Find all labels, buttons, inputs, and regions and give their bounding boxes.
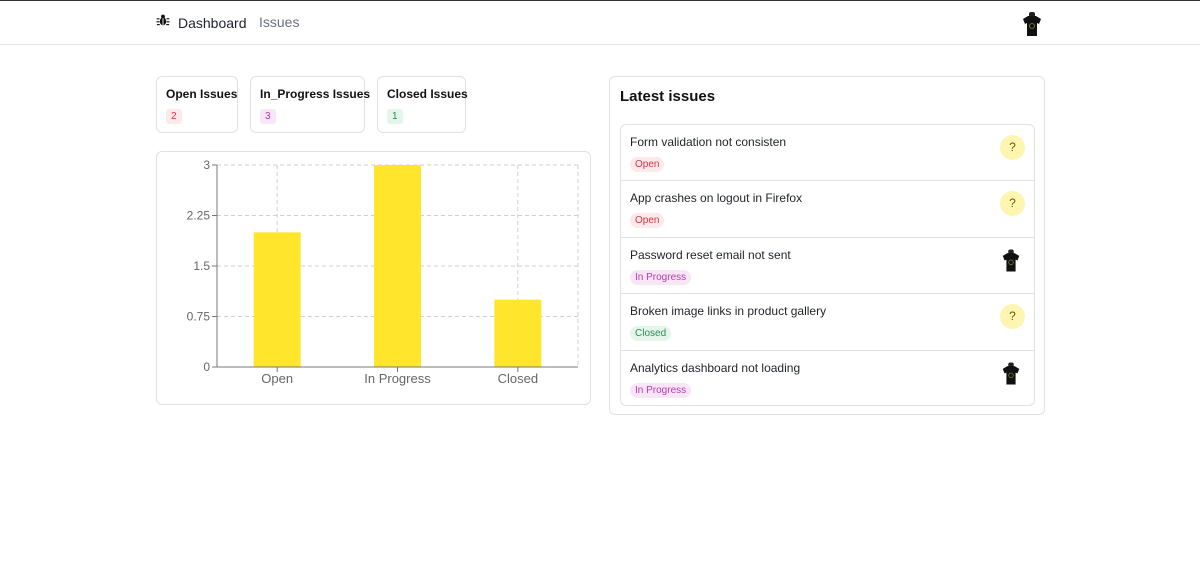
issue-row[interactable]: Broken image links in product gallery Cl… [621,294,1034,351]
x-tick-label: In Progress [364,371,431,386]
status-badge: Open [630,157,665,172]
issue-row[interactable]: Analytics dashboard not loading In Progr… [621,351,1034,405]
issue-title-link[interactable]: Form validation not consisten [630,135,787,149]
y-tick-label: 3 [203,158,210,172]
stat-title: In_Progress Issues [260,87,371,101]
issue-row[interactable]: App crashes on logout in Firefox Open ? [621,181,1034,238]
stat-card-in-progress[interactable]: In_Progress Issues 3 [250,76,371,133]
nav-dashboard-link[interactable]: Dashboard [178,14,247,31]
chart-bar [374,165,421,367]
x-tick-label: Closed [498,371,538,386]
top-navbar: Dashboard Issues [0,0,1200,45]
y-tick-label: 0 [203,360,210,374]
y-tick-label: 2.25 [187,209,211,223]
issue-row[interactable]: Form validation not consisten Open ? [621,125,1034,182]
status-badge: Closed [630,326,672,342]
issues-bar-chart: 0 0.75 1.5 2.25 3 Open In Progress Closed [156,151,591,405]
x-tick-label: Open [261,371,293,386]
user-avatar-icon[interactable] [1020,11,1044,37]
bug-icon [156,13,170,32]
assignee-avatar-icon [1000,248,1022,273]
issue-row[interactable]: Password reset email not sent In Progres… [621,238,1034,295]
stat-card-closed[interactable]: Closed Issues 1 [377,76,468,133]
issue-list: Form validation not consisten Open ? App… [620,124,1035,406]
stat-title: Closed Issues [387,87,468,101]
issue-title-link[interactable]: Broken image links in product gallery [630,304,827,319]
unassigned-avatar: ? [1000,135,1025,160]
y-tick-label: 1.5 [193,259,210,273]
status-badge: Open [630,213,665,229]
brand-link[interactable]: Dashboard [156,13,247,32]
chart-bar [253,232,301,367]
issue-title-link[interactable]: Password reset email not sent [630,247,791,262]
stat-count-badge: 2 [166,109,182,124]
stat-count-badge: 3 [260,109,276,124]
assignee-avatar-icon [1000,361,1022,386]
latest-issues-title: Latest issues [620,88,716,105]
issue-title-link[interactable]: Analytics dashboard not loading [630,360,801,375]
y-tick-label: 0.75 [187,310,211,324]
chart-bar [494,299,542,367]
stat-title: Open Issues [166,87,238,101]
stat-count-badge: 1 [387,109,403,124]
status-badge: In Progress [630,269,692,285]
nav-issues-link[interactable]: Issues [259,14,300,30]
status-badge: In Progress [630,382,692,398]
chart-canvas: 0 0.75 1.5 2.25 3 Open In Progress Closed [187,158,579,386]
latest-issues-panel: Latest issues Form validation not consis… [609,76,1045,415]
stat-card-open[interactable]: Open Issues 2 [156,76,238,133]
unassigned-avatar: ? [1000,191,1025,217]
issue-title-link[interactable]: App crashes on logout in Firefox [630,191,803,206]
unassigned-avatar: ? [1000,304,1025,330]
